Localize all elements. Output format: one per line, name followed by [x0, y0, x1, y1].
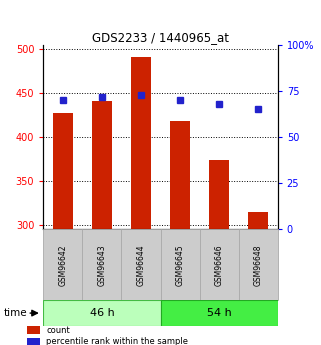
Text: GSM96642: GSM96642 [58, 244, 67, 286]
Text: GSM96645: GSM96645 [176, 244, 185, 286]
Text: 46 h: 46 h [90, 308, 114, 318]
Bar [92, 101, 112, 345]
FancyBboxPatch shape [43, 229, 82, 300]
FancyBboxPatch shape [82, 229, 121, 300]
Bar [131, 57, 151, 345]
Text: percentile rank within the sample: percentile rank within the sample [46, 337, 188, 345]
Title: GDS2233 / 1440965_at: GDS2233 / 1440965_at [92, 31, 229, 44]
Text: time: time [3, 308, 27, 318]
Bar [27, 326, 40, 334]
FancyBboxPatch shape [160, 300, 278, 326]
Text: GSM96643: GSM96643 [97, 244, 107, 286]
Text: GSM96648: GSM96648 [254, 244, 263, 286]
Text: count: count [46, 326, 70, 335]
Text: 54 h: 54 h [207, 308, 231, 318]
Bar [27, 338, 40, 345]
Bar [53, 114, 73, 345]
FancyBboxPatch shape [160, 229, 200, 300]
Bar [209, 160, 229, 345]
FancyBboxPatch shape [200, 229, 239, 300]
FancyBboxPatch shape [239, 229, 278, 300]
Text: GSM96644: GSM96644 [136, 244, 145, 286]
Bar [248, 212, 268, 345]
FancyBboxPatch shape [121, 229, 160, 300]
Bar [170, 121, 190, 345]
FancyBboxPatch shape [43, 300, 160, 326]
Text: GSM96646: GSM96646 [214, 244, 224, 286]
